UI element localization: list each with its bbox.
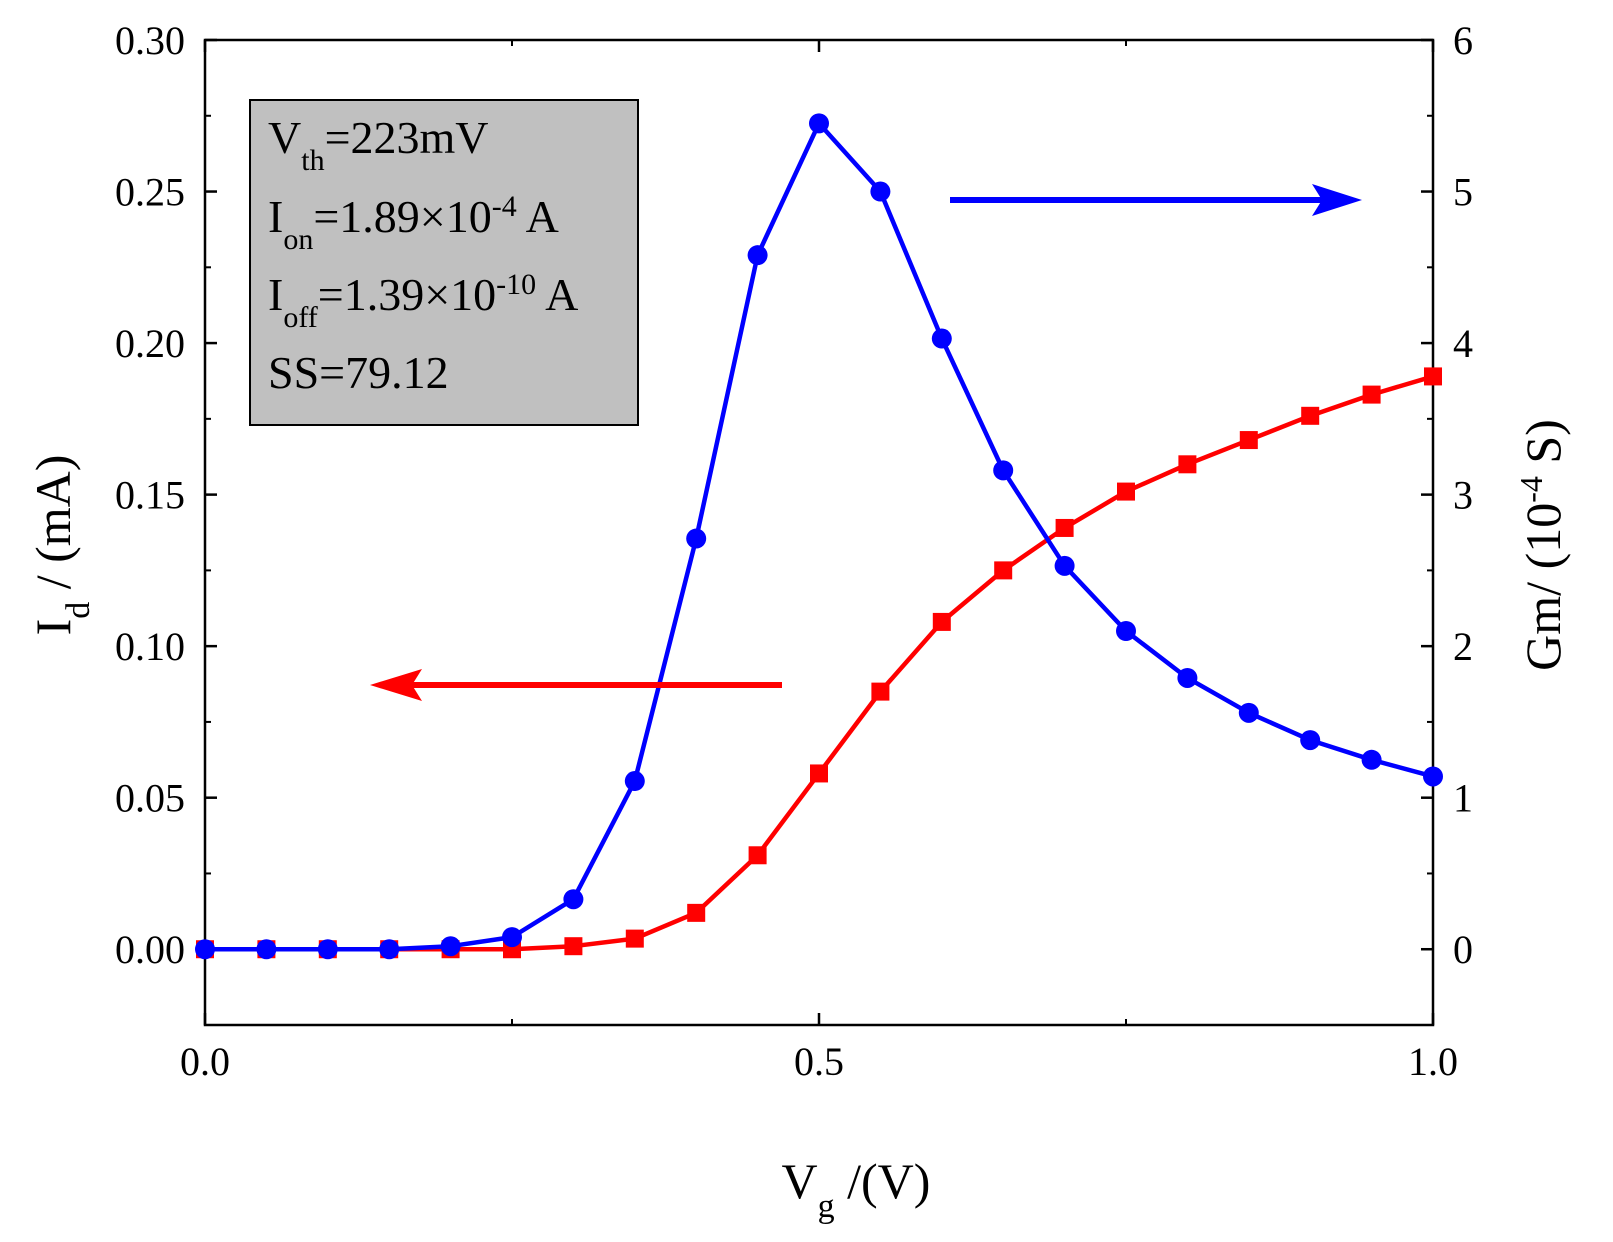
- transconductance-point: [1116, 621, 1136, 641]
- transconductance-point: [993, 460, 1014, 481]
- left-y-tick-label: 0.15: [115, 473, 185, 518]
- transconductance-point: [624, 771, 645, 792]
- transconductance-point: [1300, 730, 1321, 751]
- transconductance-point: [1054, 555, 1075, 576]
- transconductance-point: [809, 113, 829, 134]
- annotation-line: Vth=223mV: [268, 112, 489, 177]
- drain-current-point: [564, 937, 583, 956]
- transconductance-point: [440, 936, 461, 957]
- left-axis-arrow-head: [370, 669, 422, 701]
- transconductance-point: [931, 328, 952, 349]
- transconductance-point: [1423, 766, 1443, 787]
- drain-current-point: [1424, 367, 1442, 386]
- x-tick-label: 0.5: [794, 1039, 844, 1084]
- drain-current-point: [1301, 406, 1320, 425]
- transconductance-point: [317, 939, 338, 960]
- x-axis-title: Vg /(V): [782, 1153, 931, 1225]
- transconductance-point: [1238, 702, 1259, 723]
- axis-arrows: [370, 184, 1362, 701]
- right-y-axis-title: Gm/ (10-4 S): [1513, 419, 1571, 671]
- right-y-tick-label: 2: [1453, 624, 1473, 669]
- right-y-tick-label: 0: [1453, 927, 1473, 972]
- transconductance-point: [747, 245, 768, 266]
- drain-current-point: [687, 903, 706, 922]
- left-y-axis-title: Id / (mA): [25, 455, 97, 636]
- drain-current-point: [1178, 455, 1197, 474]
- right-y-tick-label: 5: [1453, 170, 1473, 215]
- annotation-background: [249, 99, 639, 426]
- right-y-tick-label: 1: [1453, 776, 1473, 821]
- left-y-axis: 0.00 0.05 0.10 0.15 0.20 0.25 0.30: [115, 18, 217, 972]
- transconductance-point: [1361, 749, 1382, 770]
- left-y-tick-label: 0.10: [115, 624, 185, 669]
- right-y-axis: 0 1 2 3 4 5 6: [1421, 18, 1473, 972]
- left-y-axis-title-sub: d: [60, 602, 97, 619]
- x-axis-title-sub: g: [818, 1188, 835, 1225]
- right-y-tick-label: 6: [1453, 18, 1473, 63]
- right-y-tick-label: 4: [1453, 321, 1473, 366]
- drain-current-point: [625, 929, 644, 948]
- series-layer: [195, 113, 1443, 960]
- drain-current-point: [994, 561, 1013, 580]
- right-axis-arrow-head: [1312, 184, 1362, 216]
- right-y-tick-label: 3: [1453, 473, 1473, 518]
- left-y-tick-label: 0.30: [115, 18, 185, 63]
- drain-current-point: [1055, 518, 1074, 537]
- transconductance-point: [686, 528, 707, 549]
- left-y-tick-label: 0.00: [115, 927, 185, 972]
- transconductance-point: [195, 939, 215, 960]
- annotation-line: SS=79.12: [268, 347, 449, 398]
- drain-current-point: [1239, 431, 1258, 450]
- transconductance-point: [256, 939, 277, 960]
- transconductance-point: [563, 889, 584, 910]
- drain-current-point: [1117, 482, 1135, 501]
- right-y-axis-title-sup: -4: [1513, 476, 1549, 503]
- x-tick-label: 0.0: [180, 1039, 230, 1084]
- x-axis: 0.0 0.5 1.0: [180, 40, 1458, 1084]
- drain-current-point: [932, 612, 951, 631]
- annotation-line: Ioff=1.39×10-10 A: [268, 268, 578, 334]
- annotation-line: Ion=1.89×10-4 A: [268, 190, 559, 256]
- transconductance-point: [379, 939, 400, 960]
- drain-current-point: [1362, 385, 1381, 404]
- transconductance-point: [1177, 667, 1198, 688]
- transconductance-point: [502, 927, 522, 948]
- drain-current-point: [871, 682, 890, 701]
- drain-current-point: [810, 764, 828, 783]
- drain-current-line: [205, 374, 1434, 952]
- left-y-tick-label: 0.05: [115, 776, 185, 821]
- transconductance-point: [870, 181, 891, 202]
- x-tick-label: 1.0: [1408, 1039, 1458, 1084]
- left-y-tick-label: 0.20: [115, 321, 185, 366]
- left-y-tick-label: 0.25: [115, 170, 185, 215]
- drain-current-point: [748, 846, 767, 865]
- annotation-box: Vth=223mV Ion=1.89×10-4 A Ioff=1.39×10-10 …: [249, 99, 639, 426]
